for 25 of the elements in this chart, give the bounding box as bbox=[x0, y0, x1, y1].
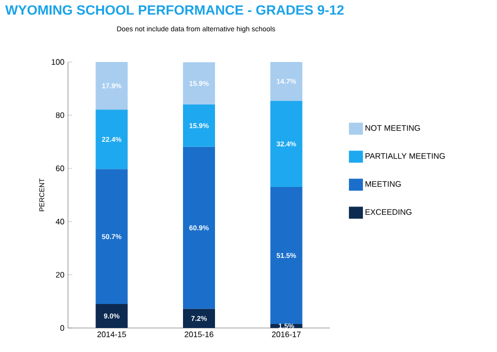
bar bbox=[270, 187, 302, 324]
y-tick-label: 80 bbox=[56, 112, 64, 118]
x-tick-label: 2014-15 bbox=[97, 332, 126, 338]
bar bbox=[270, 62, 302, 101]
legend-label: MEETING bbox=[366, 181, 401, 187]
bar bbox=[96, 62, 128, 110]
bar bbox=[96, 304, 128, 328]
legend-label: EXCEEDING bbox=[366, 209, 412, 215]
legend-label: NOT MEETING bbox=[366, 125, 420, 131]
bar bbox=[270, 100, 302, 188]
bar bbox=[96, 169, 128, 304]
chart-title: WYOMING SCHOOL PERFORMANCE - GRADES 9-12 bbox=[5, 5, 344, 15]
bar bbox=[96, 110, 128, 170]
y-tick-label: 100 bbox=[52, 59, 64, 65]
y-tick-label: 60 bbox=[56, 166, 64, 172]
bar bbox=[183, 104, 216, 147]
bar bbox=[183, 308, 216, 328]
legend-label: PARTIALLY MEETING bbox=[366, 153, 445, 159]
bar bbox=[183, 146, 216, 309]
bar bbox=[183, 62, 216, 105]
x-tick-label: 2016-17 bbox=[272, 332, 301, 338]
y-tick-label: 0 bbox=[60, 325, 64, 331]
y-tick-label: 20 bbox=[56, 272, 64, 278]
y-tick-label: 40 bbox=[56, 218, 64, 224]
x-tick-label: 2015-16 bbox=[184, 332, 214, 338]
